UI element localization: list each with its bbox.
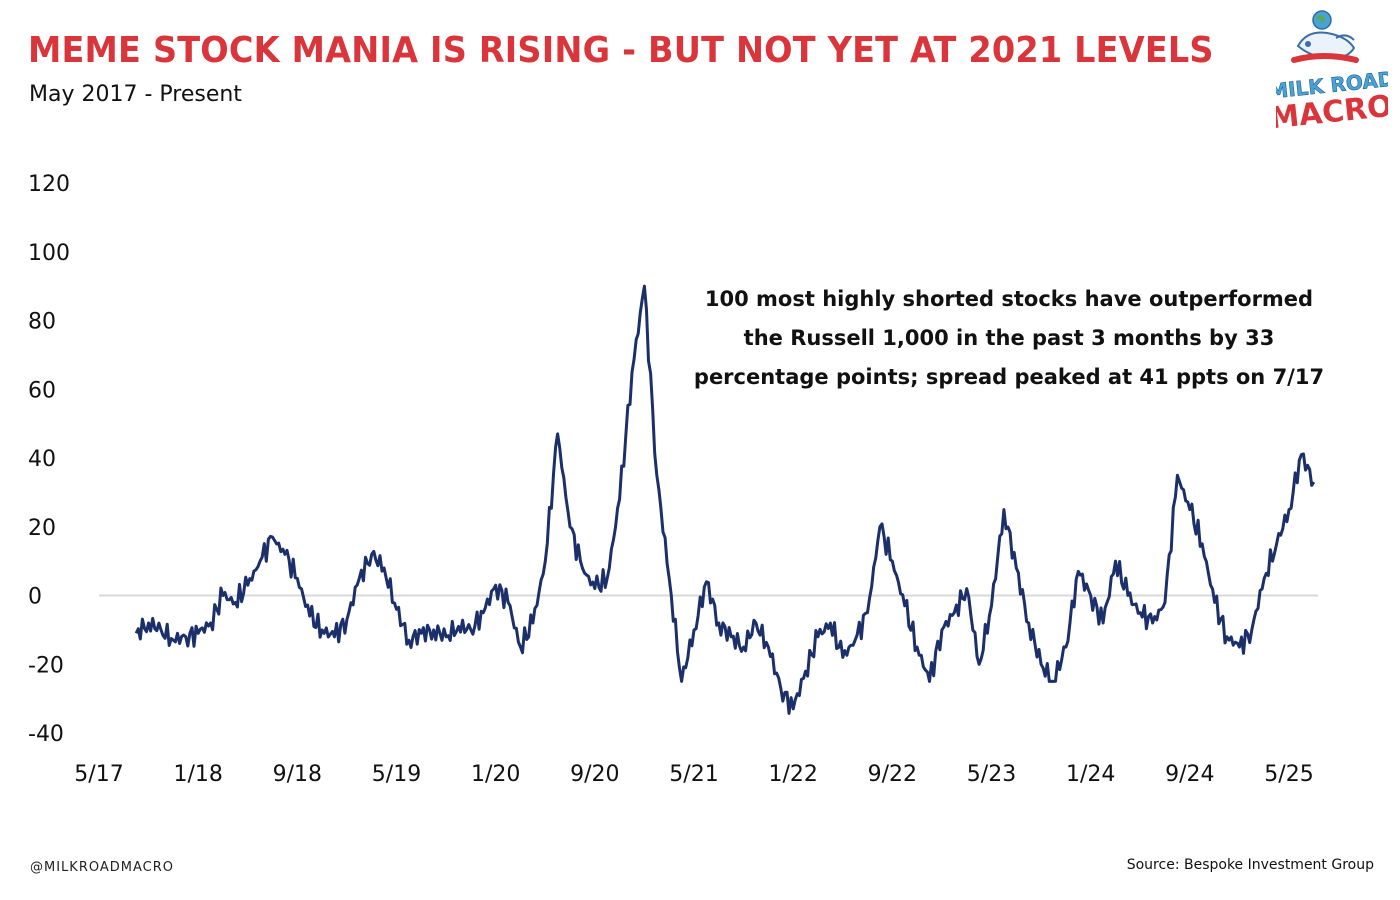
y-tick-label: 20 <box>28 516 56 541</box>
x-tick-label: 9/20 <box>570 762 619 787</box>
series-line <box>134 284 1316 715</box>
y-tick-label: 120 <box>28 172 70 197</box>
y-tick-label: 40 <box>28 447 56 472</box>
x-tick-label: 5/19 <box>372 762 421 787</box>
y-tick-label: 80 <box>28 310 56 335</box>
y-tick-label: -20 <box>28 653 64 678</box>
y-tick-label: 100 <box>28 241 70 266</box>
annotation-line: the Russell 1,000 in the past 3 months b… <box>744 326 1275 350</box>
brand-logo: MILK ROAD MACRO <box>1276 10 1388 132</box>
chart-annotation: 100 most highly shorted stocks have outp… <box>694 287 1324 389</box>
y-axis: 120 100 80 60 40 20 0 -20 -40 <box>28 172 70 747</box>
footer-handle: @MILKROADMACRO <box>30 860 174 875</box>
x-tick-label: 1/20 <box>471 762 520 787</box>
x-tick-label: 9/24 <box>1165 762 1214 787</box>
x-tick-label: 9/22 <box>868 762 917 787</box>
x-tick-label: 9/18 <box>273 762 322 787</box>
x-tick-label: 1/24 <box>1066 762 1115 787</box>
x-tick-label: 5/25 <box>1264 762 1313 787</box>
page-title: MEME STOCK MANIA IS RISING - BUT NOT YET… <box>28 30 1214 71</box>
y-tick-label: 60 <box>28 378 56 403</box>
x-tick-label: 1/22 <box>768 762 817 787</box>
x-tick-label: 5/17 <box>74 762 123 787</box>
page-subtitle: May 2017 - Present <box>29 82 242 107</box>
x-tick-label: 5/21 <box>669 762 718 787</box>
y-tick-label: 0 <box>28 585 42 610</box>
x-axis: 5/17 1/18 9/18 5/19 1/20 9/20 5/21 1/22 9/22 5/23… <box>74 762 1313 787</box>
annotation-line: percentage points; spread peaked at 41 p… <box>694 365 1324 389</box>
annotation-line: 100 most highly shorted stocks have outp… <box>705 287 1313 311</box>
y-tick-label: -40 <box>28 722 64 747</box>
x-tick-label: 1/18 <box>173 762 222 787</box>
x-tick-label: 5/23 <box>967 762 1016 787</box>
cow-globe-logo-icon <box>1291 10 1359 63</box>
footer-source: Source: Bespoke Investment Group <box>1126 857 1374 873</box>
